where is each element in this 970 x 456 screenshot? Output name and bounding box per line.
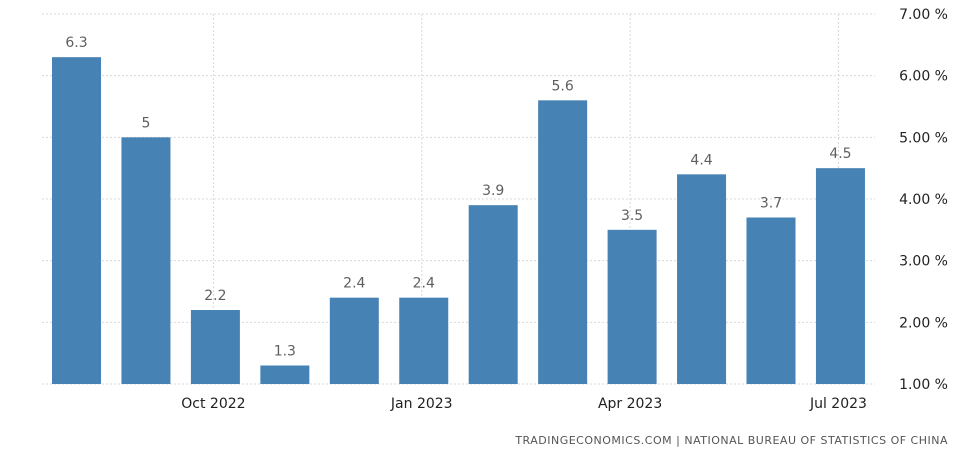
y-tick-label: 2.00 %: [899, 315, 948, 331]
y-tick-label: 4.00 %: [899, 192, 948, 208]
bar: [468, 205, 518, 384]
bars: [52, 57, 865, 385]
bar-value-label: 3.5: [621, 208, 643, 224]
bar-value-label: 4.5: [829, 146, 851, 162]
bar: [607, 229, 657, 384]
x-tick-label: Apr 2023: [598, 396, 662, 412]
bar: [121, 137, 171, 384]
x-axis: Oct 2022 Jan 2023 Apr 2023 Jul 2023: [181, 396, 867, 412]
bar: [190, 310, 240, 384]
bar-value-label: 2.2: [204, 288, 226, 304]
bar: [746, 217, 796, 384]
y-tick-label: 7.00 %: [899, 7, 948, 23]
bar-value-label: 2.4: [343, 276, 365, 292]
bar: [815, 168, 865, 384]
bar-value-label: 3.7: [760, 196, 782, 212]
bar-value-label: 6.3: [65, 35, 87, 51]
bar: [538, 100, 588, 384]
bar-value-label: 2.4: [413, 276, 435, 292]
y-tick-label: 5.00 %: [899, 130, 948, 146]
y-tick-label: 6.00 %: [899, 69, 948, 85]
bar: [260, 365, 310, 384]
y-tick-label: 3.00 %: [899, 254, 948, 270]
bar: [329, 297, 379, 384]
x-tick-label: Oct 2022: [181, 396, 245, 412]
x-tick-label: Jul 2023: [809, 396, 867, 412]
source-credit: TRADINGECONOMICS.COM | NATIONAL BUREAU O…: [515, 434, 948, 447]
bar: [399, 297, 449, 384]
bar: [52, 57, 101, 385]
bar-value-label: 5: [141, 115, 150, 131]
y-tick-label: 1.00 %: [899, 377, 948, 393]
bar-value-labels: 6.3 5 2.2 1.3 2.4 2.4 3.9 5.6 3.5 4.4 3.7 4.5: [65, 35, 851, 359]
bar-value-label: 4.4: [690, 152, 712, 168]
bar-value-label: 1.3: [274, 344, 296, 360]
bar-value-label: 3.9: [482, 183, 504, 199]
bar: [677, 174, 727, 384]
bar-value-label: 5.6: [552, 78, 574, 94]
x-tick-label: Jan 2023: [390, 396, 453, 412]
y-axis: 1.00 % 2.00 % 3.00 % 4.00 % 5.00 % 6.00 % 7.00…: [899, 7, 948, 393]
